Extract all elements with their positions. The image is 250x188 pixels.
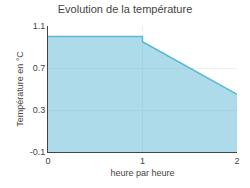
svg-text:Température en °C: Température en °C (15, 51, 25, 127)
svg-text:Evolution de la température: Evolution de la température (58, 3, 193, 15)
svg-text:1: 1 (140, 156, 145, 166)
svg-text:-0.1: -0.1 (30, 147, 46, 157)
svg-text:0.7: 0.7 (33, 63, 46, 73)
svg-text:0: 0 (45, 156, 50, 166)
svg-text:2: 2 (234, 156, 239, 166)
svg-text:heure par heure: heure par heure (110, 168, 174, 178)
svg-text:1.1: 1.1 (33, 21, 46, 31)
svg-text:0.3: 0.3 (33, 105, 46, 115)
